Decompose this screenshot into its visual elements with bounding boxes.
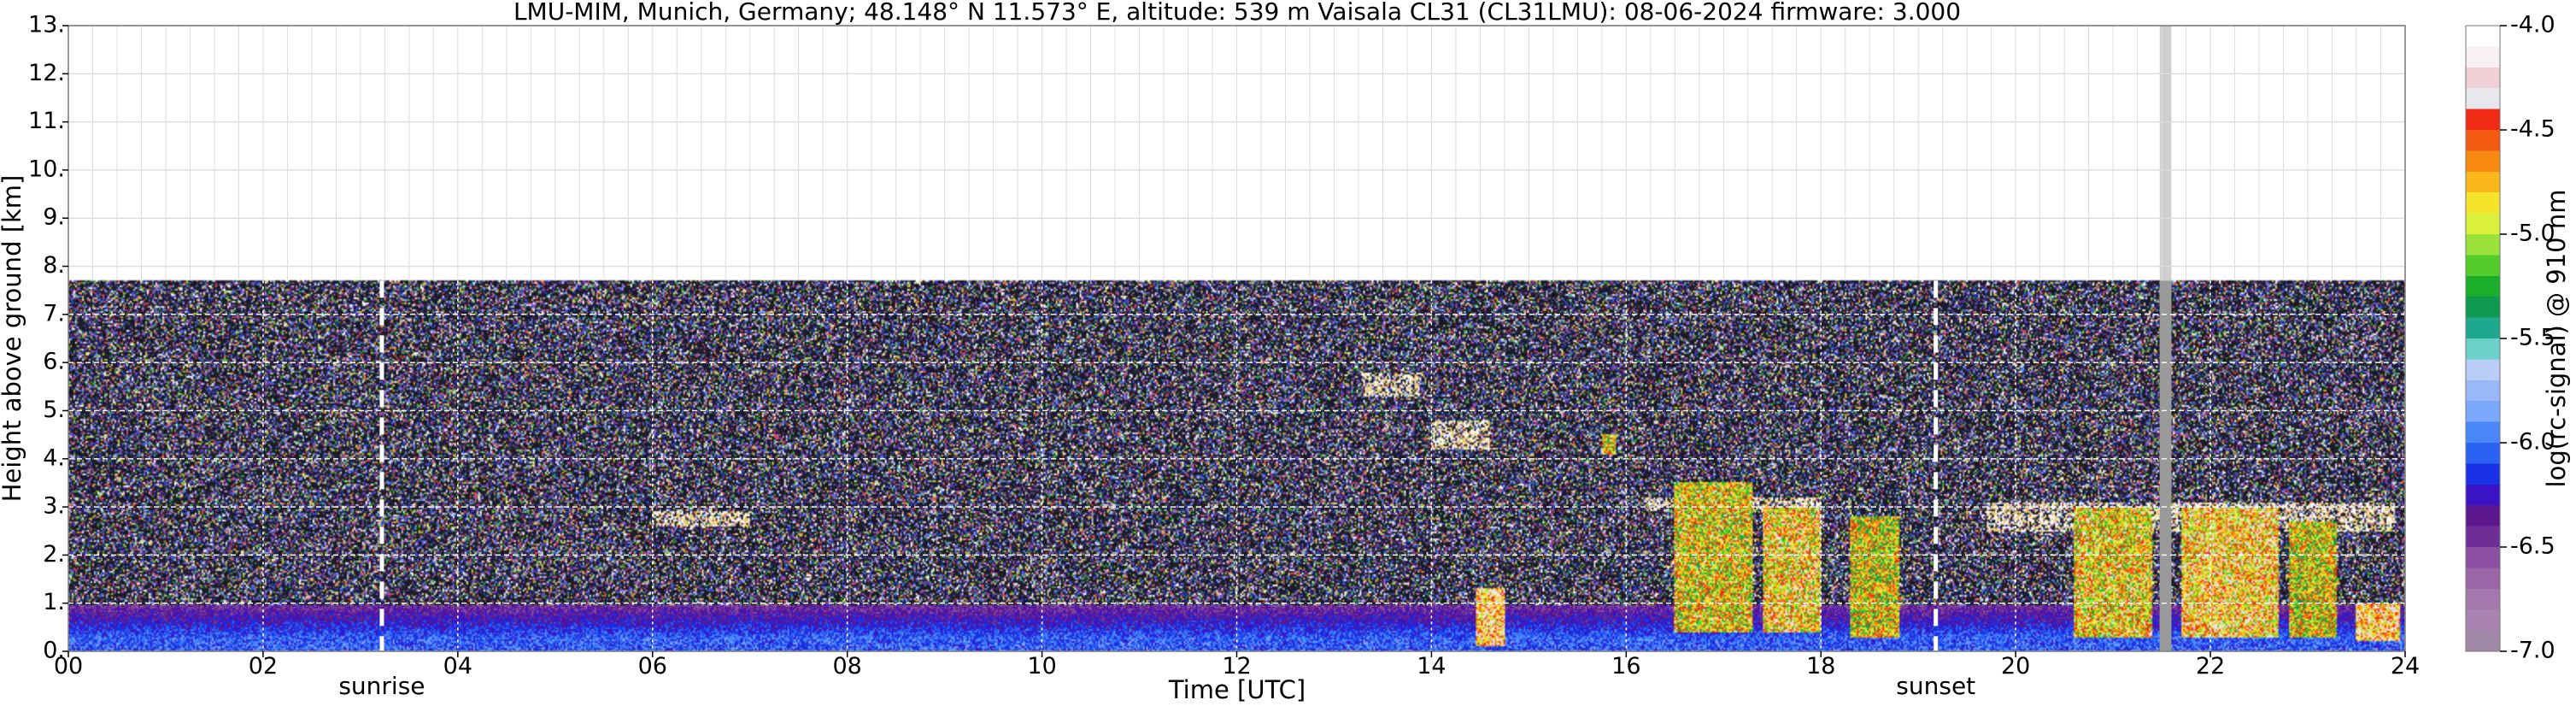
sunrise-label: sunrise — [338, 672, 425, 700]
colorbar-ticks: -7.0 -6.5 -6.0 -5.5 -5.0 -4.5 -4.0 — [2500, 12, 2555, 664]
x-tick-label: 22 — [2196, 653, 2225, 680]
colorbar-tick-label: -6.0 — [2510, 429, 2555, 456]
colorbar: -7.0 -6.5 -6.0 -5.5 -5.0 -4.5 -4.0 log(rc-sign… — [2465, 12, 2571, 664]
y-tick-label: 10. — [28, 156, 65, 182]
x-axis-ticks: 00 02 04 06 08 10 12 14 16 18 20 22 24 — [54, 651, 2420, 680]
x-tick-label: 02 — [249, 653, 278, 680]
x-tick-label: 10 — [1027, 653, 1056, 680]
y-tick-label: 12. — [28, 60, 65, 86]
y-tick-label: 13. — [28, 12, 65, 38]
x-tick-label: 12 — [1222, 653, 1251, 680]
missing-data-layer — [2159, 26, 2172, 651]
x-axis-label: Time [UTC] — [1168, 675, 1306, 704]
x-tick-label: 14 — [1417, 653, 1446, 680]
y-tick-label: 0. — [43, 638, 65, 664]
y-tick-label: 6. — [43, 349, 65, 375]
colorbar-label: log(rc-signal) @ 910 nm — [2542, 190, 2571, 488]
y-tick-label: 5. — [43, 397, 65, 423]
colorbar-tick-label: -4.0 — [2510, 12, 2555, 38]
x-tick-label: 16 — [1611, 653, 1640, 680]
x-tick-label: 24 — [2391, 653, 2420, 680]
x-tick-label: 00 — [54, 653, 83, 680]
y-tick-label: 3. — [43, 493, 65, 520]
y-tick-label: 11. — [28, 108, 65, 134]
x-tick-label: 08 — [832, 653, 861, 680]
colorbar-tick-label: -5.5 — [2510, 325, 2555, 351]
colorbar-tick-label: -7.0 — [2510, 638, 2555, 664]
colorbar-bar — [2465, 25, 2501, 652]
sun-event-lines — [379, 280, 1939, 651]
colorbar-tick-label: -5.0 — [2510, 221, 2555, 247]
y-tick-label: 9. — [43, 204, 65, 231]
chart-title: LMU-MIM, Munich, Germany; 48.148° N 11.5… — [513, 0, 1961, 26]
missing-data-bar-lower — [2159, 280, 2172, 651]
y-axis-ticks: 0. 1. 2. 3. 4. 5. 6. 7. 8. 9. 10. 11. 12. 13. — [28, 12, 68, 664]
y-tick-label: 4. — [43, 444, 65, 471]
y-tick-label: 7. — [43, 300, 65, 327]
y-tick-label: 2. — [43, 541, 65, 568]
x-tick-label: 18 — [1806, 653, 1835, 680]
colorbar-tick-label: -6.5 — [2510, 533, 2555, 560]
y-tick-label: 8. — [43, 252, 65, 279]
x-tick-label: 06 — [638, 653, 667, 680]
x-tick-label: 04 — [443, 653, 472, 680]
sunset-label: sunset — [1896, 672, 1975, 700]
y-tick-label: 1. — [43, 589, 65, 615]
colorbar-tick-label: -4.5 — [2510, 116, 2555, 143]
y-axis-label: Height above ground [km] — [0, 175, 26, 503]
x-tick-label: 20 — [2001, 653, 2030, 680]
